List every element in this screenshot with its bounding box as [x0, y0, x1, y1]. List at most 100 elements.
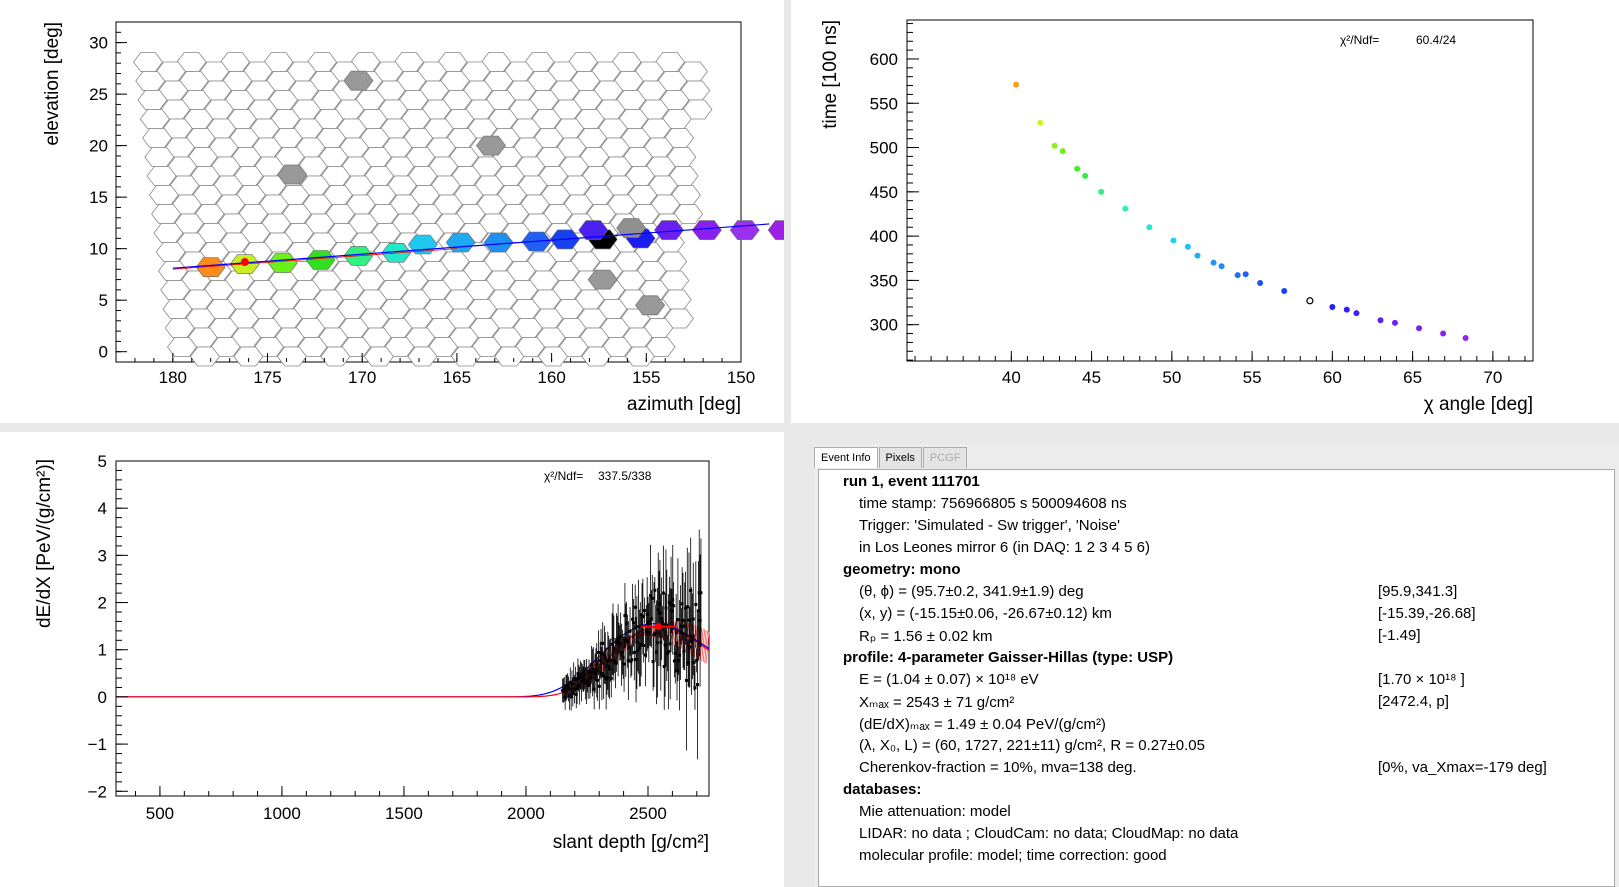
data-point [588, 681, 592, 685]
data-point [640, 613, 644, 617]
time-point [1051, 142, 1058, 149]
data-point [650, 596, 654, 600]
data-point [636, 649, 640, 653]
pixel-hex [166, 337, 198, 357]
data-point [689, 588, 693, 592]
camera-pixel-chart[interactable]: 180 175 170 165 160 155 150 0 5 10 15 20 25 30 azimuth… [0, 0, 784, 423]
pixel-hex [537, 346, 568, 367]
y-tick-label: 350 [870, 271, 898, 290]
data-point [630, 658, 634, 662]
databases-heading: databases: [843, 781, 922, 798]
data-point [593, 671, 597, 675]
time-fit-chart[interactable]: 40 45 50 55 60 65 70 300 350 400 450 500 550 600 χ ang… [791, 0, 1619, 423]
time-point [1377, 317, 1384, 324]
geometry-heading: geometry: mono [843, 561, 961, 578]
data-point [581, 677, 585, 681]
data-point [631, 617, 635, 621]
data-point [600, 672, 604, 676]
data-point [574, 692, 578, 696]
y-tick-label: 600 [870, 50, 898, 69]
time-point [1074, 165, 1081, 172]
tab-bar: Event Info Pixels PCGF [814, 444, 1619, 468]
noise-pixel [475, 135, 507, 156]
y-tick-label: 20 [89, 137, 108, 156]
data-point [624, 638, 628, 642]
data-point [590, 671, 594, 675]
data-point [648, 619, 652, 623]
pixel-hex [160, 280, 191, 300]
pixel-hex [407, 346, 438, 367]
x-tick-label: 55 [1243, 368, 1262, 387]
data-point [613, 659, 617, 663]
data-point [666, 650, 670, 654]
energy-profile-chart[interactable]: 500 1000 1500 2000 2500 −2 −1 0 1 2 3 4 5 slant depth… [0, 432, 784, 887]
chi2-value: 60.4/24 [1416, 33, 1456, 47]
data-point [610, 642, 614, 646]
x-tick-label: 175 [253, 368, 281, 387]
y-tick-label: 5 [98, 452, 107, 471]
triggered-pixel [767, 220, 784, 240]
time-fit-panel[interactable]: 40 45 50 55 60 65 70 300 350 400 450 500 550 600 χ ang… [791, 0, 1619, 423]
data-point [573, 687, 577, 691]
data-point [658, 611, 662, 615]
pixel-hex [450, 346, 481, 367]
data-point [629, 660, 633, 664]
profile-heading: profile: 4-parameter Gaisser-Hillas (typ… [843, 649, 1174, 666]
data-point [646, 621, 650, 625]
data-point [699, 591, 703, 595]
tab-pcgf[interactable]: PCGF [922, 447, 968, 468]
tab-event-info[interactable]: Event Info [814, 447, 878, 468]
x-tick-label: 60 [1323, 368, 1342, 387]
data-point [657, 602, 661, 606]
data-point [675, 669, 679, 673]
data-point [642, 643, 646, 647]
theta-phi-reference: [95.9,341.3] [1378, 583, 1458, 600]
data-point [639, 643, 643, 647]
y-axis-label: dE/dX [PeV/(g/cm²)] [34, 459, 55, 628]
data-point [584, 681, 588, 685]
data-point [674, 630, 678, 634]
data-point [649, 594, 653, 598]
noise-pixel [343, 70, 374, 91]
band-hatch [651, 626, 656, 637]
camera-view-panel[interactable]: 180 175 170 165 160 155 150 0 5 10 15 20 25 30 azimuth… [0, 0, 784, 423]
x-tick-label: 70 [1483, 368, 1502, 387]
pixel-hex [155, 242, 186, 262]
timestamp-text: time stamp: 756966805 s 500094608 ns [859, 495, 1127, 512]
data-point [590, 662, 594, 666]
data-point [621, 656, 625, 660]
y-tick-label: 1 [98, 641, 107, 660]
data-point [697, 591, 701, 595]
time-point [1184, 243, 1191, 250]
data-point [687, 618, 691, 622]
pixel-hex [142, 128, 173, 148]
x-tick-label: 2000 [507, 804, 545, 823]
pixel-hex [132, 52, 164, 72]
data-point [696, 609, 700, 613]
pixel-hex [189, 346, 220, 367]
data-point [655, 650, 659, 654]
data-point [622, 662, 626, 666]
data-point [563, 695, 567, 699]
y-tick-label: 300 [870, 316, 898, 335]
data-point [670, 609, 674, 613]
chi2-value: 337.5/338 [598, 469, 652, 483]
dedx-max-text: (dE/dX)ₘₐₓ = 1.49 ± 0.04 PeV/(g/cm²) [859, 716, 1106, 733]
data-point [602, 674, 606, 678]
rp-reference: [-1.49] [1378, 627, 1421, 644]
time-point [1218, 263, 1225, 270]
energy-profile-panel[interactable]: 500 1000 1500 2000 2500 −2 −1 0 1 2 3 4 5 slant depth… [0, 432, 784, 887]
data-point [579, 680, 583, 684]
y-tick-label: 30 [89, 34, 108, 53]
data-point [585, 678, 589, 682]
data-point [677, 659, 681, 663]
data-point [601, 641, 605, 645]
y-tick-label: 0 [98, 688, 107, 707]
data-point [614, 661, 618, 665]
pixel-hex [320, 346, 351, 367]
chi2-label: χ²/Ndf= [544, 469, 583, 483]
data-point [668, 642, 672, 646]
tab-pixels[interactable]: Pixels [878, 447, 922, 468]
data-point [678, 631, 682, 635]
time-point [1257, 280, 1264, 287]
